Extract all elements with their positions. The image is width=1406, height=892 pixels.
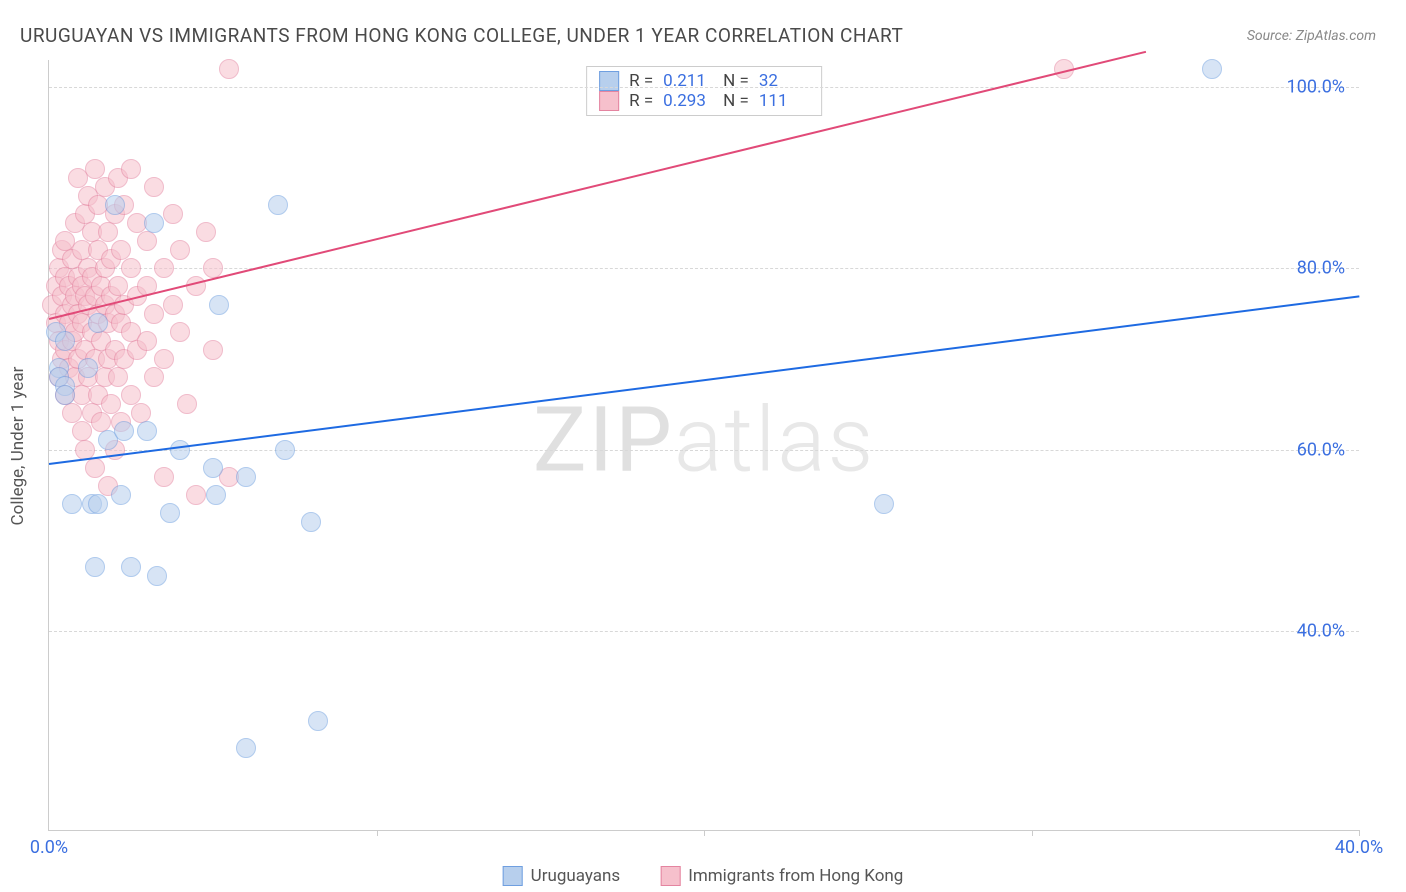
- stats-box: R = 0.211 N = 32 R = 0.293 N = 111: [586, 66, 822, 116]
- data-point: [170, 322, 190, 342]
- data-point: [154, 258, 174, 278]
- data-point: [203, 340, 223, 360]
- data-point: [144, 213, 164, 233]
- data-point: [121, 258, 141, 278]
- data-point: [101, 394, 121, 414]
- data-point: [55, 331, 75, 351]
- r-label: R =: [629, 91, 653, 111]
- data-point: [236, 738, 256, 758]
- legend-item-2: Immigrants from Hong Kong: [660, 866, 903, 886]
- data-point: [72, 421, 92, 441]
- r-value-2: 0.293: [663, 91, 713, 111]
- legend-item-1: Uruguayans: [503, 866, 621, 886]
- data-point: [154, 467, 174, 487]
- x-tick-label: 0.0%: [30, 837, 68, 858]
- data-point: [111, 240, 131, 260]
- data-point: [137, 331, 157, 351]
- data-point: [114, 421, 134, 441]
- data-point: [121, 385, 141, 405]
- swatch-pink: [599, 91, 619, 111]
- data-point: [874, 494, 894, 514]
- legend-label-1: Uruguayans: [531, 866, 621, 886]
- data-point: [275, 440, 295, 460]
- x-tick-label: 40.0%: [1335, 837, 1383, 858]
- data-point: [62, 494, 82, 514]
- data-point: [206, 485, 226, 505]
- data-point: [85, 159, 105, 179]
- data-point: [147, 566, 167, 586]
- swatch-pink: [660, 866, 680, 886]
- data-point: [186, 485, 206, 505]
- bottom-legend: Uruguayans Immigrants from Hong Kong: [503, 866, 904, 886]
- data-point: [121, 557, 141, 577]
- data-point: [1202, 59, 1222, 79]
- swatch-blue: [503, 866, 523, 886]
- data-point: [137, 421, 157, 441]
- data-point: [170, 240, 190, 260]
- n-value-2: 111: [759, 91, 809, 111]
- watermark: ZIPatlas: [533, 387, 875, 492]
- data-point: [163, 295, 183, 315]
- data-point: [108, 367, 128, 387]
- gridline: [49, 87, 1359, 88]
- data-point: [78, 358, 98, 378]
- y-tick-label: 80.0%: [1297, 258, 1345, 279]
- gridline: [49, 631, 1359, 632]
- data-point: [91, 412, 111, 432]
- data-point: [105, 195, 125, 215]
- data-point: [170, 440, 190, 460]
- trend-line: [49, 296, 1359, 466]
- data-point: [111, 485, 131, 505]
- data-point: [160, 503, 180, 523]
- data-point: [98, 222, 118, 242]
- data-point: [88, 494, 108, 514]
- data-point: [163, 204, 183, 224]
- data-point: [121, 159, 141, 179]
- x-tick-mark: [377, 830, 378, 836]
- data-point: [154, 349, 174, 369]
- data-point: [131, 403, 151, 423]
- y-tick-label: 60.0%: [1297, 439, 1345, 460]
- data-point: [144, 304, 164, 324]
- legend-label-2: Immigrants from Hong Kong: [688, 866, 903, 886]
- data-point: [301, 512, 321, 532]
- data-point: [236, 467, 256, 487]
- data-point: [137, 231, 157, 251]
- data-point: [144, 367, 164, 387]
- chart-title: URUGUAYAN VS IMMIGRANTS FROM HONG KONG C…: [20, 24, 903, 47]
- data-point: [85, 557, 105, 577]
- data-point: [62, 403, 82, 423]
- x-tick-mark: [1032, 830, 1033, 836]
- stats-row-2: R = 0.293 N = 111: [599, 91, 809, 111]
- data-point: [219, 59, 239, 79]
- data-point: [203, 458, 223, 478]
- data-point: [177, 394, 197, 414]
- data-point: [108, 276, 128, 296]
- data-point: [308, 711, 328, 731]
- y-tick-label: 100.0%: [1287, 77, 1345, 98]
- data-point: [209, 295, 229, 315]
- data-point: [196, 222, 216, 242]
- gridline: [49, 450, 1359, 451]
- x-tick-mark: [704, 830, 705, 836]
- y-tick-label: 40.0%: [1297, 620, 1345, 641]
- data-point: [88, 313, 108, 333]
- data-point: [144, 177, 164, 197]
- data-point: [55, 385, 75, 405]
- source-label: Source: ZipAtlas.com: [1247, 28, 1376, 44]
- plot-area: ZIPatlas R = 0.211 N = 32 R = 0.293 N = …: [48, 60, 1359, 831]
- x-tick-mark: [1359, 830, 1360, 836]
- data-point: [268, 195, 288, 215]
- data-point: [85, 458, 105, 478]
- y-axis-label: College, Under 1 year: [8, 367, 28, 526]
- n-label: N =: [723, 91, 749, 111]
